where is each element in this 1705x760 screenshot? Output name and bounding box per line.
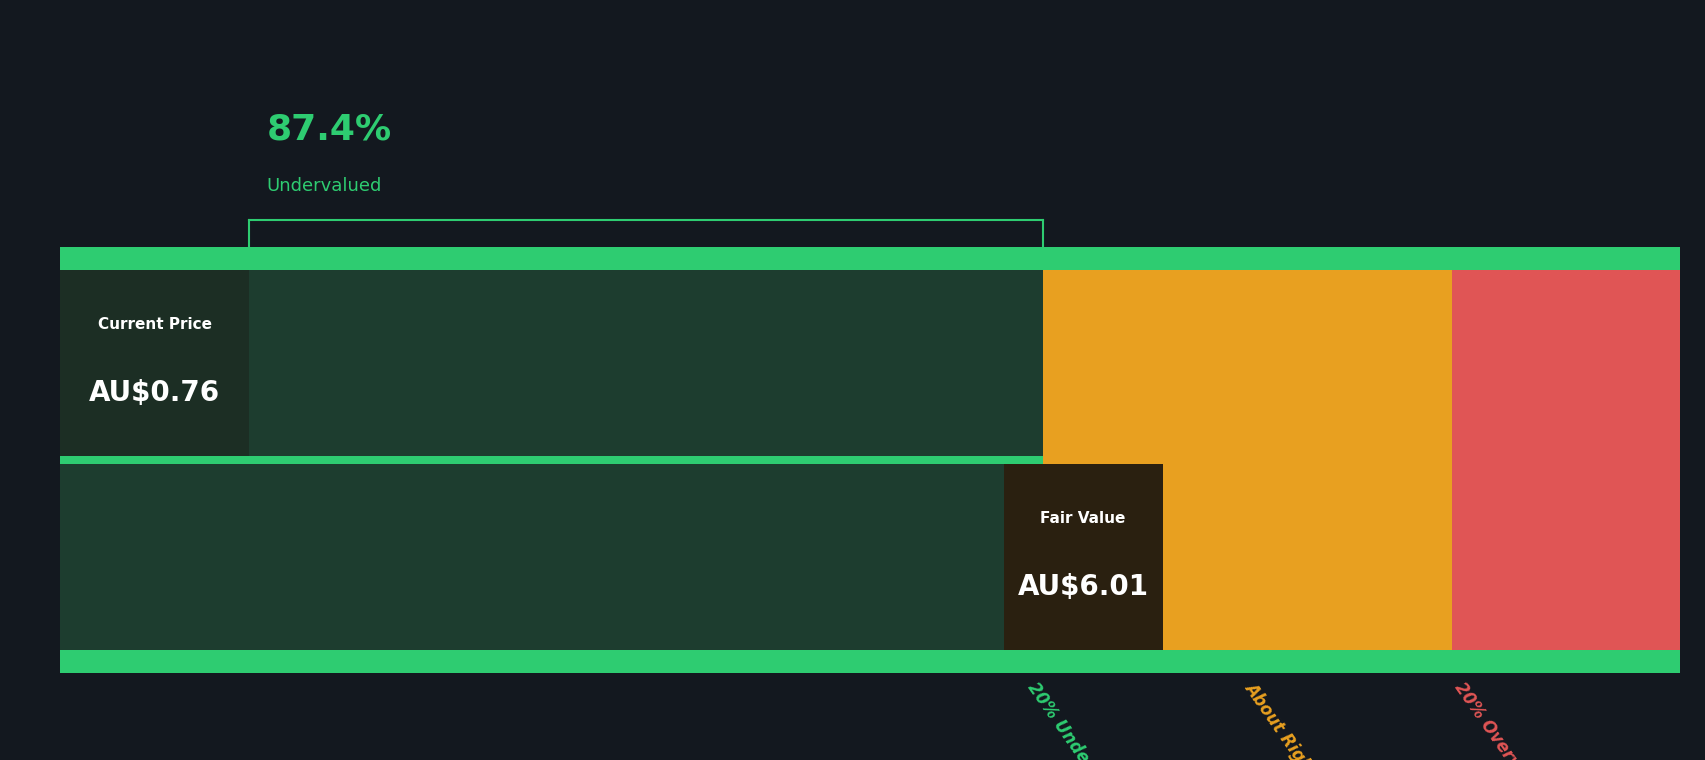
Text: 20% Undervalued: 20% Undervalued	[1023, 679, 1132, 760]
Bar	[60, 247, 1679, 270]
Bar	[60, 464, 1043, 650]
Bar	[60, 270, 1043, 650]
Bar	[60, 270, 1043, 456]
Text: Current Price: Current Price	[97, 318, 211, 332]
Text: 87.4%: 87.4%	[266, 112, 390, 146]
Text: AU$6.01: AU$6.01	[1018, 573, 1147, 601]
Text: Fair Value: Fair Value	[1040, 511, 1125, 526]
Text: AU$0.76: AU$0.76	[89, 379, 220, 407]
Bar	[60, 270, 249, 456]
Bar	[1451, 270, 1679, 650]
Text: 20% Overvalued: 20% Overvalued	[1449, 679, 1552, 760]
Bar	[1043, 270, 1451, 650]
Bar	[60, 650, 1679, 673]
Text: About Right: About Right	[1241, 679, 1320, 760]
Text: Undervalued: Undervalued	[266, 177, 382, 195]
Bar	[1003, 464, 1161, 650]
